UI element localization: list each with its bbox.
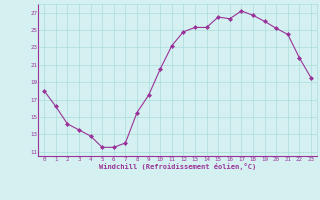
X-axis label: Windchill (Refroidissement éolien,°C): Windchill (Refroidissement éolien,°C) (99, 163, 256, 170)
